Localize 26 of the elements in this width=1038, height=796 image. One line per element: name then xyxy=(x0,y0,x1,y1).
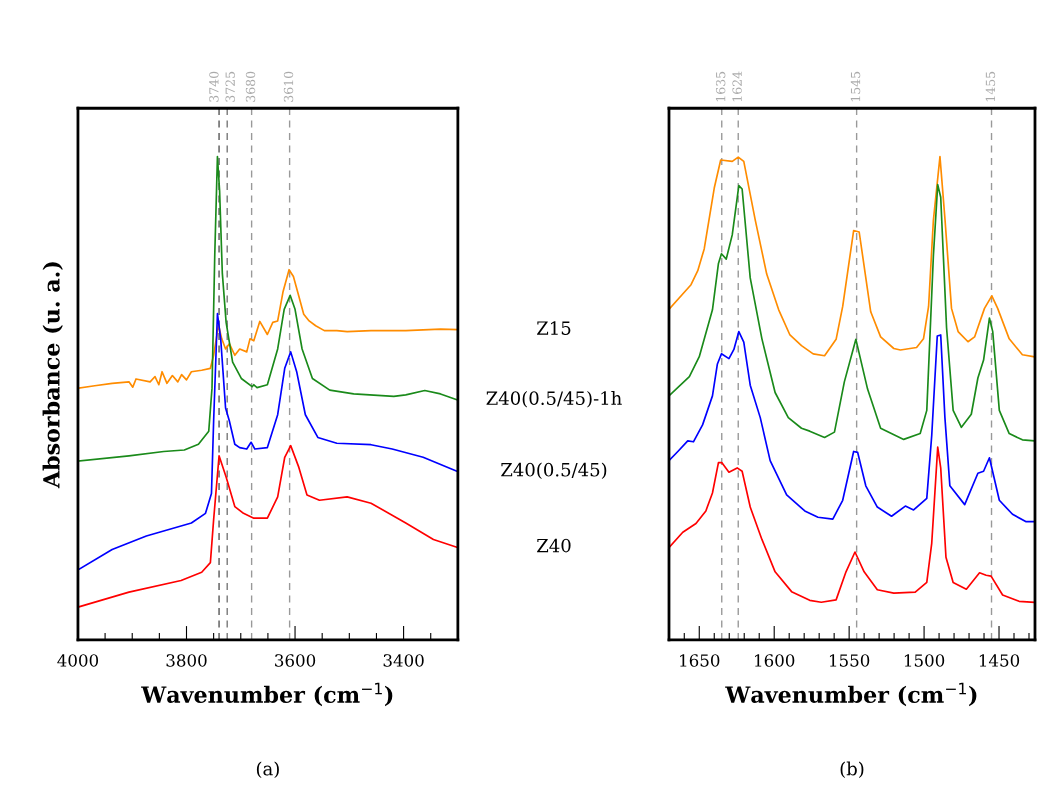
text: (b) xyxy=(840,761,864,779)
x-tick-label: 3400 xyxy=(383,654,424,667)
x2-tick-label: 3610 xyxy=(283,71,294,102)
x2-tick-label: 1624 xyxy=(732,71,742,102)
x-tick-label: 1500 xyxy=(904,654,945,667)
x-tick-label: 1450 xyxy=(979,654,1020,667)
x-tick-label: 4000 xyxy=(57,654,99,667)
x-tick-label: 3600 xyxy=(275,654,316,667)
x2-tick-label: 3740 xyxy=(209,71,219,102)
text: (a) xyxy=(256,761,279,779)
x2-tick-label: 1545 xyxy=(850,71,861,102)
x-tick-label: 1650 xyxy=(680,654,720,667)
x2-tick-label: 3725 xyxy=(225,71,235,102)
text: Z15 xyxy=(537,321,571,335)
x-axis-title: Wavenumber (cm$^{−1}$) xyxy=(725,682,977,707)
x2-tick-label: 1635 xyxy=(715,71,726,102)
x-axis-title: Wavenumber (cm$^{−1}$) xyxy=(141,682,393,707)
text: Z40 xyxy=(537,538,571,553)
x2-tick-label: 3680 xyxy=(245,71,256,102)
x-tick-label: 3800 xyxy=(166,654,207,667)
text: Z40(0.5/45) xyxy=(501,462,607,480)
x-tick-label: 1550 xyxy=(829,654,870,667)
x-tick-label: 1600 xyxy=(755,654,795,667)
series-label: Z40(0.5/45)-1h xyxy=(486,391,622,408)
y-axis-title: Absorbance (u. a.) xyxy=(42,262,63,489)
x2-tick-label: 1455 xyxy=(985,71,996,102)
